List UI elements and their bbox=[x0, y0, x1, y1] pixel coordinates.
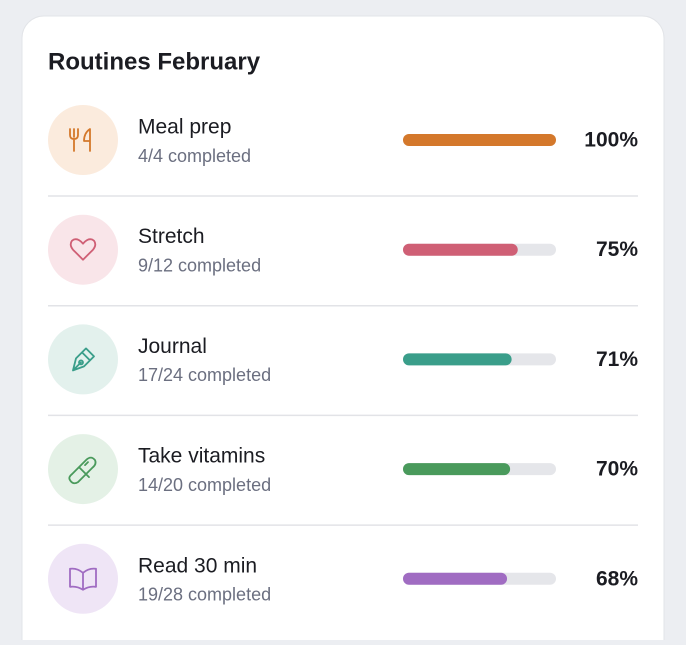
progress-bar bbox=[403, 463, 511, 476]
icon-bg bbox=[48, 434, 118, 505]
routine-row: Stretch 9/12 completed 75% bbox=[48, 214, 638, 307]
routine-name: Take vitamins bbox=[138, 445, 265, 468]
icon bbox=[69, 128, 91, 152]
routine-row: Meal prep 4/4 completed 100% bbox=[48, 105, 638, 197]
progress-bar bbox=[403, 134, 556, 146]
progress-bar bbox=[403, 353, 512, 366]
routine-progress: 14/20 completed bbox=[138, 475, 271, 495]
icon bbox=[69, 567, 97, 591]
routine-row: Journal 17/24 completed 71% bbox=[48, 324, 638, 417]
percent-label: 100% bbox=[584, 129, 638, 152]
routine-name: Read 30 min bbox=[138, 554, 257, 577]
routine-progress: 9/12 completed bbox=[138, 255, 261, 275]
routine-row: Take vitamins 14/20 completed 70% bbox=[48, 434, 638, 526]
progress-bar bbox=[403, 243, 518, 256]
routine-name: Meal prep bbox=[138, 116, 231, 139]
percent-label: 71% bbox=[596, 348, 638, 371]
routine-progress: 17/24 completed bbox=[138, 365, 271, 385]
icon-bg bbox=[48, 214, 118, 285]
percent-label: 75% bbox=[596, 238, 638, 261]
percent-label: 68% bbox=[596, 567, 638, 590]
routine-progress: 19/28 completed bbox=[138, 585, 271, 605]
routine-name: Journal bbox=[138, 335, 207, 358]
percent-label: 70% bbox=[596, 458, 638, 481]
routine-progress: 4/4 completed bbox=[138, 146, 251, 166]
card bbox=[21, 15, 665, 645]
icon-bg bbox=[48, 324, 118, 395]
progress-bar bbox=[403, 572, 508, 585]
card-title: Routines February bbox=[48, 48, 261, 75]
routine-name: Stretch bbox=[138, 225, 205, 248]
icon bbox=[72, 347, 95, 372]
icon bbox=[69, 238, 97, 261]
icon bbox=[68, 456, 97, 485]
routine-row: Read 30 min 19/28 completed 68% bbox=[48, 543, 638, 614]
icon-bg bbox=[48, 105, 118, 175]
